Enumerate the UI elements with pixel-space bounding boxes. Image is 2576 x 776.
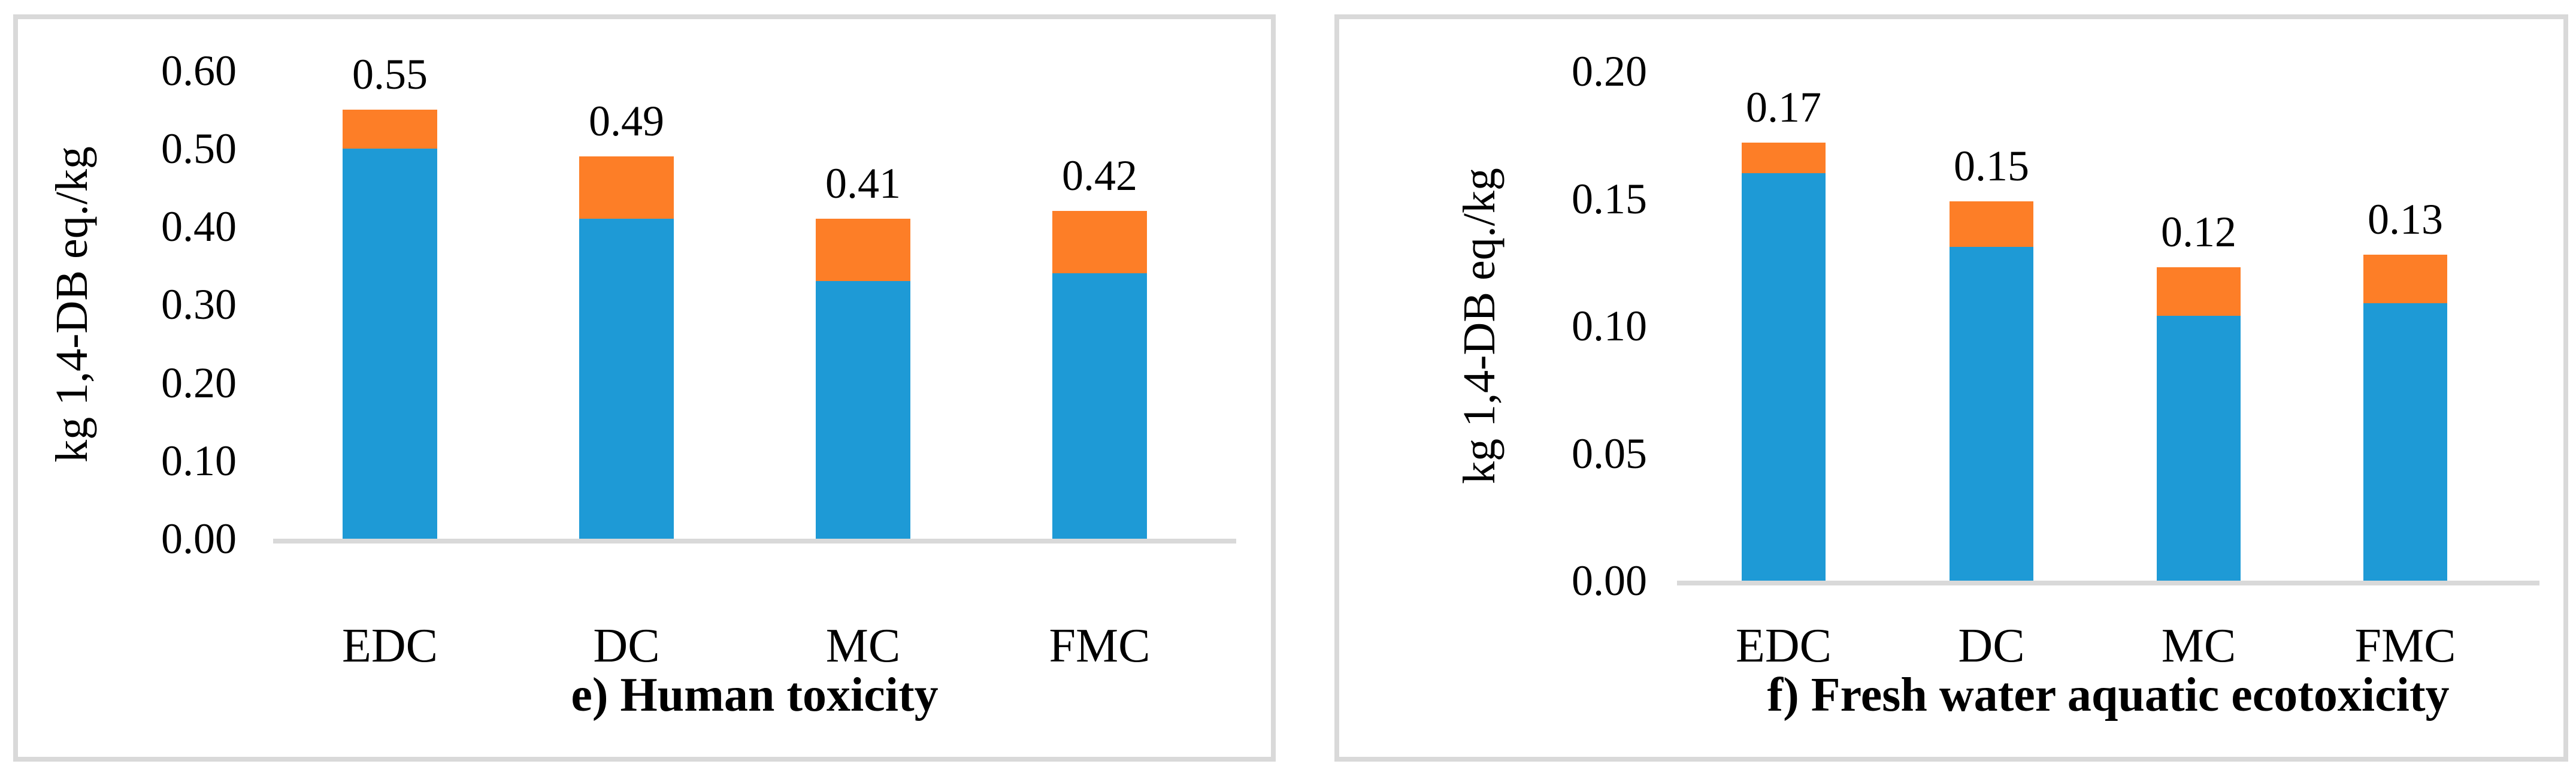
- orange-segment: [1052, 211, 1147, 274]
- category-label: MC: [825, 620, 901, 672]
- x-axis-line: [273, 539, 1236, 543]
- bar-value-label: 0.42: [1062, 152, 1137, 200]
- category-label: MC: [2161, 620, 2236, 672]
- y-tick-label: 0.10: [161, 436, 237, 485]
- blue-segment: [579, 219, 674, 539]
- orange-segment: [1742, 143, 1826, 173]
- x-axis-line: [1677, 581, 2539, 585]
- y-tick-label: 0.20: [1572, 47, 1647, 95]
- blue-segment: [2363, 303, 2447, 581]
- y-tick-label: 0.10: [1572, 302, 1647, 350]
- bar-value-label: 0.55: [352, 50, 428, 98]
- orange-segment: [343, 109, 437, 149]
- bar-value-label: 0.13: [2368, 195, 2443, 243]
- y-tick-label: 0.30: [161, 280, 237, 329]
- category-label: FMC: [2354, 620, 2456, 672]
- y-tick-label: 0.15: [1572, 174, 1647, 223]
- bar-value-label: 0.17: [1746, 83, 1821, 131]
- y-tick-label: 0.60: [161, 46, 237, 95]
- y-tick-label: 0.05: [1572, 429, 1647, 478]
- blue-segment: [1742, 173, 1826, 581]
- category-label: DC: [1958, 620, 2025, 672]
- orange-segment: [1950, 201, 2033, 247]
- chart-title: e) Human toxicity: [571, 669, 939, 721]
- blue-segment: [2157, 316, 2241, 581]
- category-label: EDC: [342, 620, 438, 672]
- bar-value-label: 0.49: [589, 97, 664, 146]
- bar-value-label: 0.15: [1954, 141, 2029, 190]
- y-tick-label: 0.40: [161, 203, 237, 251]
- bar-value-label: 0.12: [2161, 208, 2236, 256]
- blue-segment: [1052, 273, 1147, 539]
- chart-title: f) Fresh water aquatic ecotoxicity: [1767, 669, 2450, 721]
- category-label: EDC: [1736, 620, 1832, 672]
- y-tick-label: 0.20: [161, 358, 237, 407]
- category-label: FMC: [1049, 620, 1151, 672]
- orange-segment: [579, 156, 674, 219]
- y-tick-label: 0.00: [1572, 557, 1647, 605]
- category-label: DC: [593, 620, 660, 672]
- orange-segment: [2363, 255, 2447, 303]
- orange-segment: [2157, 267, 2241, 316]
- y-tick-label: 0.50: [161, 125, 237, 173]
- y-tick-label: 0.00: [161, 515, 237, 563]
- orange-segment: [816, 219, 910, 282]
- blue-segment: [1950, 247, 2033, 581]
- blue-segment: [343, 149, 437, 539]
- bar-value-label: 0.41: [825, 159, 901, 208]
- blue-segment: [816, 281, 910, 539]
